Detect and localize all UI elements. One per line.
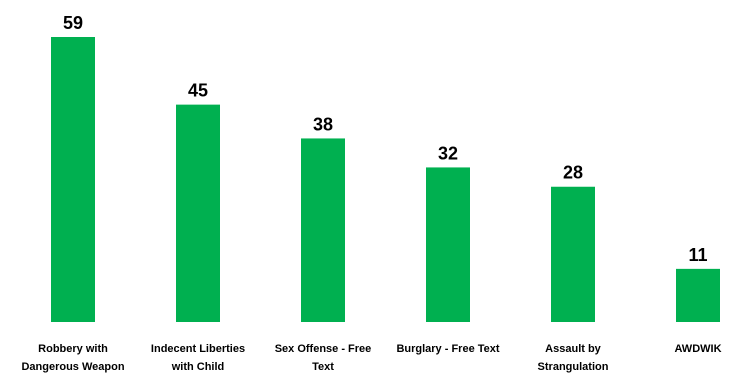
- value-labels-group: 59 45 38 32 28 11: [63, 13, 708, 265]
- bar-0: [51, 37, 95, 322]
- value-label-0: 59: [63, 13, 83, 33]
- category-label-1-line-1: with Child: [171, 361, 225, 373]
- value-label-1: 45: [188, 81, 208, 101]
- category-label-5-line-0: AWDWIK: [674, 343, 721, 355]
- category-label-3: Burglary - Free Text: [396, 343, 499, 355]
- category-label-5: AWDWIK: [674, 343, 721, 355]
- value-label-5: 11: [688, 245, 707, 265]
- category-label-0: Robbery with Dangerous Weapon: [21, 343, 124, 373]
- bar-2: [301, 138, 345, 322]
- bar-3: [426, 167, 470, 322]
- category-label-2-line-0: Sex Offense - Free: [275, 343, 372, 355]
- category-label-0-line-1: Dangerous Weapon: [21, 361, 124, 373]
- category-label-2: Sex Offense - Free Text: [275, 343, 372, 373]
- category-label-0-line-0: Robbery with: [38, 343, 108, 355]
- bar-1: [176, 104, 220, 322]
- category-labels-group: Robbery with Dangerous Weapon Indecent Lib…: [21, 343, 721, 373]
- category-label-1: Indecent Liberties with Child: [151, 343, 245, 373]
- bar-5: [676, 268, 720, 322]
- bars-group: [51, 37, 720, 322]
- category-label-3-line-0: Burglary - Free Text: [396, 343, 499, 355]
- category-label-2-line-1: Text: [312, 361, 334, 373]
- value-label-3: 32: [438, 143, 458, 163]
- value-label-2: 38: [313, 114, 333, 134]
- value-label-4: 28: [563, 163, 583, 183]
- category-label-1-line-0: Indecent Liberties: [151, 343, 245, 355]
- category-label-4-line-1: Strangulation: [538, 361, 609, 373]
- category-label-4-line-0: Assault by: [545, 343, 602, 355]
- bar-4: [551, 186, 595, 322]
- category-label-4: Assault by Strangulation: [538, 343, 609, 373]
